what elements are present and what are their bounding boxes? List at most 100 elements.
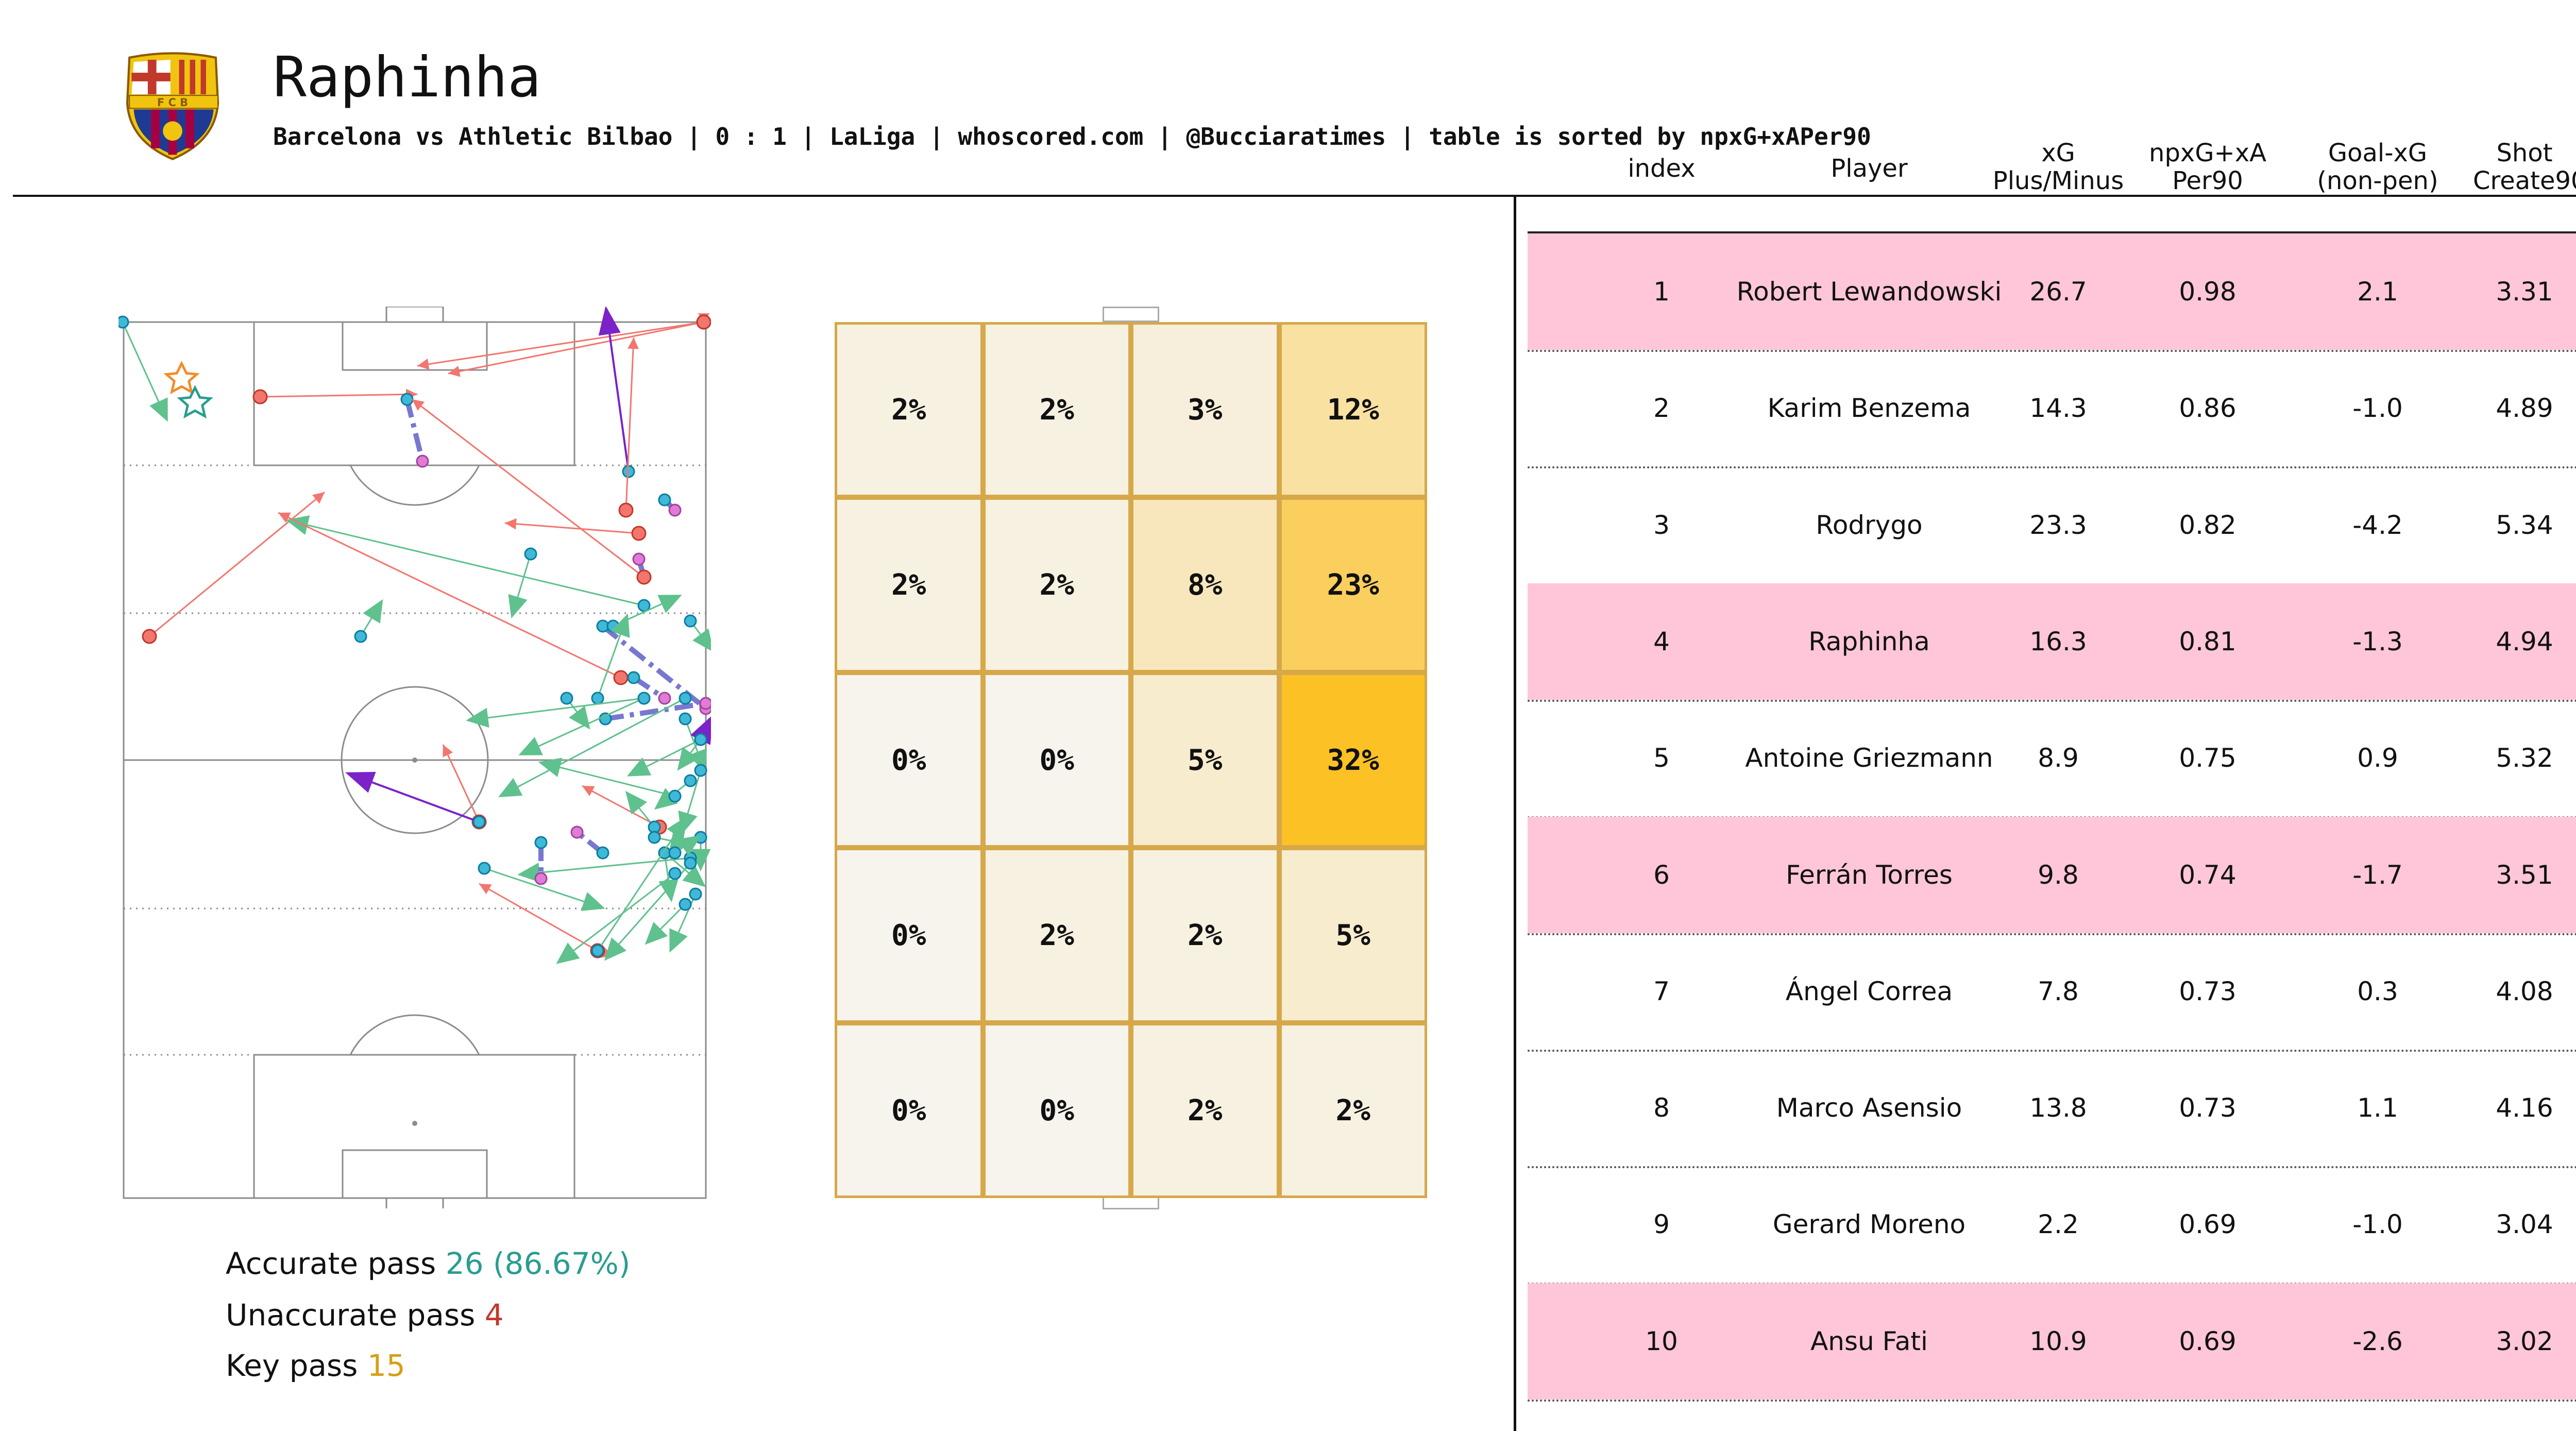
pass-map-pitch — [118, 307, 711, 1208]
legend-accurate-label: Accurate pass — [226, 1246, 436, 1281]
pass-start-marker — [524, 547, 537, 561]
pass-start-marker — [534, 836, 548, 849]
pass-arrowhead — [667, 816, 688, 840]
table-header-cell: index — [1628, 154, 1696, 183]
table-cell: 5.32 — [2496, 743, 2553, 773]
pass-start-marker — [478, 862, 491, 875]
match-subtitle: Barcelona vs Athletic Bilbao | 0 : 1 | L… — [273, 123, 1871, 150]
pass-start-marker — [596, 846, 609, 860]
table-header-cell: Shot Create90 — [2473, 139, 2576, 195]
table-row-separator — [1528, 1166, 2576, 1169]
pass-start-marker — [689, 887, 702, 901]
table-row: 7 Ángel Correa 7.8 0.73 0.3 4.08 — [1528, 933, 2576, 1050]
heatmap-cell: 0% — [835, 672, 983, 848]
table-divider — [1514, 197, 1516, 1431]
key-pass-end-marker — [416, 454, 429, 468]
table-cell: -1.0 — [2352, 1209, 2403, 1240]
pass-start-marker — [684, 774, 697, 787]
heatmap-cell: 2% — [1131, 848, 1279, 1023]
heatmap-cell: 2% — [982, 497, 1131, 672]
table-cell: 6 — [1653, 860, 1670, 890]
table-cell: Rodrygo — [1816, 510, 1923, 540]
pass-arrowhead — [654, 788, 678, 810]
table-cell: Ansu Fati — [1810, 1326, 1928, 1356]
pass-arrowhead — [581, 892, 605, 911]
accurate-pass-line — [122, 322, 164, 412]
accurate-pass-line — [597, 624, 625, 699]
pass-start-marker — [637, 599, 651, 612]
header-divider — [13, 195, 2576, 197]
pass-start-marker — [618, 502, 634, 518]
heatmap-cell: 2% — [982, 848, 1131, 1023]
table-header-cell: Player — [1831, 154, 1908, 183]
heatmap-cell: 5% — [1131, 672, 1279, 848]
unaccurate-pass-line — [625, 337, 639, 511]
table-cell: 0.69 — [2179, 1209, 2236, 1240]
table-cell: Robert Lewandowski — [1736, 277, 2002, 307]
table-cell: 4.89 — [2496, 393, 2553, 424]
accurate-pass-line — [477, 697, 645, 721]
table-cell: 16.3 — [2029, 626, 2087, 656]
heatmap-cell: 32% — [1279, 672, 1427, 848]
pass-arrowhead — [658, 879, 679, 902]
table-header-cell: Goal-xG (non-pen) — [2317, 139, 2438, 195]
pass-arrowhead — [677, 747, 699, 771]
pass-start-marker — [637, 692, 651, 705]
carry-line — [358, 777, 480, 823]
pass-start-marker — [679, 712, 692, 726]
table-row: 10 Ansu Fati 10.9 0.69 -2.6 3.02 — [1528, 1283, 2576, 1400]
table-cell: 14.3 — [2029, 393, 2087, 424]
table-row-separator — [1528, 1399, 2576, 1402]
table-cell: 0.73 — [2179, 976, 2236, 1006]
pass-start-marker — [668, 846, 682, 860]
heatmap-cell: 12% — [1279, 322, 1427, 497]
table-cell: 2.1 — [2357, 277, 2398, 307]
heatmap-cell: 0% — [982, 672, 1131, 848]
table-row: 5 Antoine Griezmann 8.9 0.75 0.9 5.32 — [1528, 700, 2576, 816]
table-cell: Ángel Correa — [1785, 976, 1953, 1006]
table-header-rule — [1528, 231, 2576, 233]
table-cell: 0.74 — [2179, 860, 2236, 890]
table-row: 6 Ferrán Torres 9.8 0.74 -1.7 3.51 — [1528, 816, 2576, 933]
table-cell: 8 — [1653, 1093, 1670, 1123]
legend-key: Key pass 15 — [226, 1348, 405, 1383]
legend-accurate: Accurate pass 26 (86.67%) — [226, 1246, 630, 1281]
heatmap-cell: 2% — [1279, 1023, 1427, 1198]
table-cell: 0.75 — [2179, 743, 2236, 773]
table-cell: 9.8 — [2038, 860, 2079, 890]
pass-start-marker — [118, 315, 129, 329]
pass-arrowhead — [604, 937, 626, 961]
table-header-cell: npxG+xA Per90 — [2149, 139, 2266, 195]
table-cell: 0.81 — [2179, 626, 2236, 656]
unaccurate-pass-line — [448, 321, 704, 377]
pass-start-marker — [631, 526, 647, 541]
table-cell: 4 — [1653, 626, 1670, 656]
key-pass-line — [605, 701, 706, 721]
heatmap-cell: 2% — [982, 322, 1131, 497]
pass-arrowhead — [569, 705, 590, 730]
heatmap-cell: 2% — [835, 497, 983, 672]
unaccurate-pass-line — [149, 491, 325, 637]
accurate-pass-line — [296, 521, 645, 607]
table-row-separator — [1528, 933, 2576, 935]
pass-start-marker — [627, 671, 640, 684]
pass-arrowhead — [466, 708, 489, 728]
table-row: 1 Robert Lewandowski 26.7 0.98 2.1 3.31 — [1528, 233, 2576, 350]
table-cell: Ferrán Torres — [1786, 860, 1953, 890]
table-cell: Gerard Moreno — [1772, 1209, 1966, 1240]
unaccurate-pass-line — [278, 512, 621, 679]
accurate-pass-line — [683, 770, 702, 824]
table-cell: 5 — [1653, 743, 1670, 773]
pass-start-marker — [472, 815, 486, 829]
table-cell: 13.8 — [2029, 1093, 2087, 1123]
accurate-pass-line — [513, 553, 532, 608]
heatmap-cell: 0% — [835, 1023, 983, 1198]
pass-arrowhead — [538, 757, 563, 778]
table-cell: Marco Asensio — [1776, 1093, 1962, 1123]
pass-start-marker — [560, 692, 573, 705]
player-title: Raphinha — [273, 45, 541, 110]
fc-barcelona-crest-icon: F C B — [126, 52, 219, 160]
pass-arrowhead — [363, 599, 383, 624]
table-cell: -4.2 — [2352, 510, 2403, 540]
